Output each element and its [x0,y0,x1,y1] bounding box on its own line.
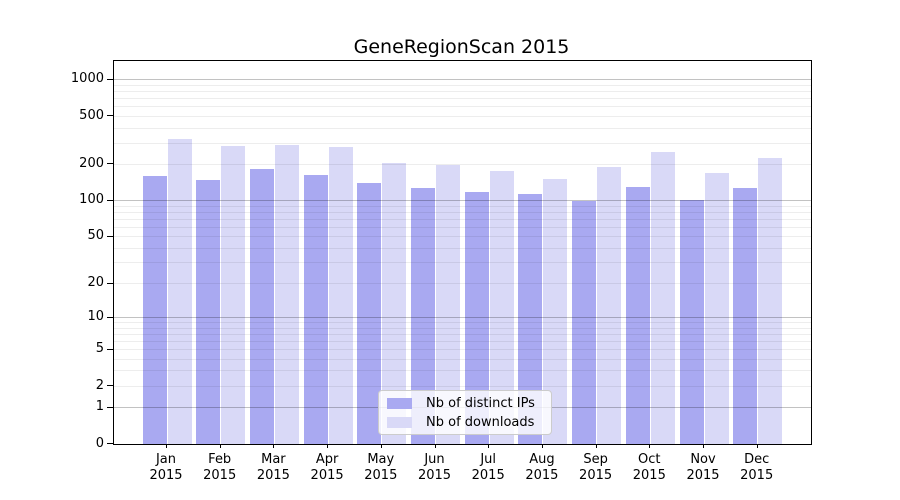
y-tick-mark [107,235,113,237]
x-tick-label: Apr 2015 [310,452,344,483]
bar-downloads [597,166,622,444]
bar-downloads [704,173,729,444]
y-tick-mark [107,348,113,350]
y-tick-mark [107,385,113,387]
bar-distinct-ips [303,174,328,444]
bar-distinct-ips [196,179,221,444]
bar-downloads [650,151,675,444]
y-tick-label: 0 [95,435,104,451]
x-tick-label: Aug 2015 [525,452,559,483]
bars-layer [114,61,811,444]
x-tick-mark [380,444,382,448]
y-tick-mark [107,163,113,165]
y-tick-mark [107,115,113,117]
x-tick-mark [166,444,167,448]
legend-row-distinct-ips: Nb of distinct IPs [387,395,551,411]
y-tick-mark [107,282,113,284]
x-tick-mark [541,444,543,448]
bar-distinct-ips [249,169,274,444]
y-tick-label: 10 [87,309,104,325]
bar-distinct-ips [142,175,167,444]
x-tick-mark [595,444,597,448]
legend: Nb of distinct IPs Nb of downloads [378,390,552,435]
x-tick-label: Feb 2015 [203,452,237,483]
y-tick-label: 500 [79,107,104,123]
bar-distinct-ips [625,186,650,444]
y-tick-mark [107,78,113,80]
x-tick-label: Dec 2015 [740,452,774,483]
y-tick-label: 200 [79,155,104,171]
x-tick-mark [219,444,221,448]
legend-row-downloads: Nb of downloads [387,414,551,430]
y-tick-mark [107,406,113,408]
bar-distinct-ips [733,188,758,444]
distinct-ips-swatch [387,397,412,409]
downloads-swatch [387,416,412,428]
x-tick-mark [273,444,275,448]
x-tick-mark [488,444,490,448]
y-tick-label: 50 [87,228,104,244]
bar-distinct-ips [572,200,597,444]
y-tick-label: 1 [95,399,104,414]
x-tick-mark [703,444,704,448]
y-tick-mark [107,316,113,318]
x-tick-mark [434,444,436,448]
x-tick-label: Jan 2015 [149,452,183,483]
y-tick-mark [107,199,113,201]
y-tick-label: 2 [95,377,104,393]
bar-downloads [328,147,353,444]
x-tick-label: Nov 2015 [686,452,720,483]
x-tick-label: Oct 2015 [632,452,666,483]
x-tick-label: Mar 2015 [256,452,290,483]
bar-downloads [758,158,783,444]
y-tick-label: 5 [95,341,104,356]
legend-label-distinct-ips: Nb of distinct IPs [426,395,535,411]
x-tick-label: May 2015 [364,452,398,483]
x-tick-label: Sep 2015 [579,452,613,483]
bar-downloads [274,144,299,444]
y-tick-label: 1000 [70,71,104,87]
bar-downloads [221,145,246,444]
bar-distinct-ips [679,199,704,444]
y-tick-mark [107,443,113,444]
chart-title: GeneRegionScan 2015 [353,36,570,58]
bar-distinct-ips [357,182,382,444]
x-tick-label: Jun 2015 [417,452,452,483]
y-tick-label: 100 [79,192,104,208]
x-tick-mark [756,444,758,448]
legend-label-downloads: Nb of downloads [426,414,535,430]
plot-area [113,60,812,445]
bar-downloads [167,138,192,444]
x-tick-mark [327,444,329,448]
x-tick-mark [649,444,651,448]
x-tick-label: Jul 2015 [471,452,505,483]
y-tick-label: 20 [87,275,104,290]
